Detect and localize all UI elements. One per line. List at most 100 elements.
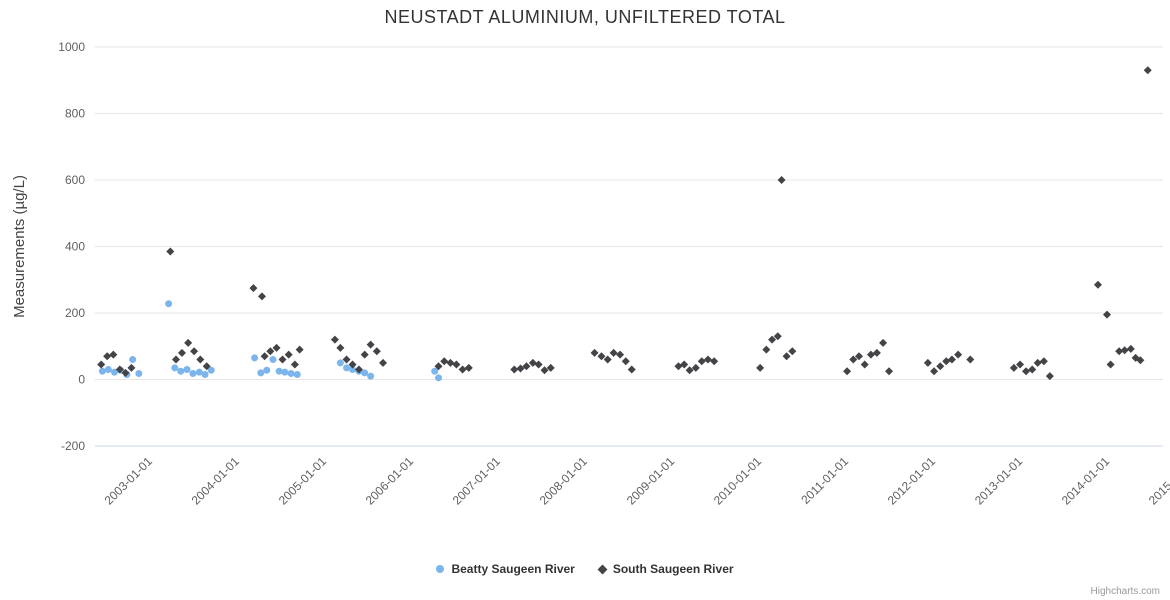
data-point[interactable] (171, 355, 180, 364)
data-point[interactable] (342, 355, 351, 364)
data-point[interactable] (1143, 66, 1152, 75)
data-point[interactable] (458, 365, 467, 374)
data-point[interactable] (195, 368, 203, 376)
data-point[interactable] (177, 367, 185, 375)
data-point[interactable] (435, 374, 443, 382)
data-point[interactable] (528, 358, 537, 367)
data-point[interactable] (1045, 372, 1054, 381)
data-point[interactable] (1016, 360, 1025, 369)
data-point[interactable] (936, 362, 945, 371)
data-point[interactable] (703, 355, 712, 364)
data-point[interactable] (768, 335, 777, 344)
data-point[interactable] (361, 369, 369, 377)
data-point[interactable] (464, 363, 473, 372)
data-point[interactable] (275, 367, 283, 375)
data-point[interactable] (855, 352, 864, 361)
data-point[interactable] (196, 355, 205, 364)
data-point[interactable] (685, 366, 694, 375)
data-point[interactable] (104, 366, 112, 374)
legend-item[interactable]: Beatty Saugeen River (436, 562, 575, 576)
data-point[interactable] (190, 347, 199, 356)
data-point[interactable] (434, 362, 443, 371)
data-point[interactable] (269, 356, 277, 364)
data-point[interactable] (603, 355, 612, 364)
data-point[interactable] (1039, 357, 1048, 366)
data-point[interactable] (343, 364, 351, 372)
data-point[interactable] (923, 358, 932, 367)
data-point[interactable] (281, 368, 289, 376)
data-point[interactable] (885, 367, 894, 376)
data-point[interactable] (189, 370, 197, 378)
data-point[interactable] (354, 365, 363, 374)
data-point[interactable] (109, 350, 118, 359)
data-point[interactable] (930, 367, 939, 376)
data-point[interactable] (372, 347, 381, 356)
data-point[interactable] (947, 355, 956, 364)
data-point[interactable] (360, 350, 369, 359)
data-point[interactable] (782, 352, 791, 361)
data-point[interactable] (609, 348, 618, 357)
data-point[interactable] (452, 360, 461, 369)
data-point[interactable] (1136, 356, 1145, 365)
data-point[interactable] (879, 338, 888, 347)
data-point[interactable] (691, 363, 700, 372)
data-point[interactable] (330, 335, 339, 344)
data-point[interactable] (872, 348, 881, 357)
data-point[interactable] (1115, 347, 1124, 356)
data-point[interactable] (627, 365, 636, 374)
data-point[interactable] (597, 352, 606, 361)
data-point[interactable] (680, 360, 689, 369)
data-point[interactable] (590, 348, 599, 357)
data-point[interactable] (207, 366, 215, 374)
data-point[interactable] (287, 370, 295, 378)
data-point[interactable] (251, 354, 259, 362)
data-point[interactable] (349, 366, 357, 374)
data-point[interactable] (1103, 310, 1112, 319)
data-point[interactable] (1022, 367, 1031, 376)
data-point[interactable] (103, 352, 112, 361)
credits-link[interactable]: Highcharts.com (1090, 586, 1160, 597)
data-point[interactable] (266, 347, 275, 356)
data-point[interactable] (966, 355, 975, 364)
data-point[interactable] (1120, 346, 1129, 355)
data-point[interactable] (762, 345, 771, 354)
data-point[interactable] (788, 347, 797, 356)
data-point[interactable] (843, 367, 852, 376)
data-point[interactable] (522, 362, 531, 371)
data-point[interactable] (263, 366, 271, 374)
data-point[interactable] (379, 358, 388, 367)
data-point[interactable] (942, 357, 951, 366)
data-point[interactable] (534, 360, 543, 369)
data-point[interactable] (135, 370, 143, 378)
data-point[interactable] (540, 366, 549, 375)
data-point[interactable] (756, 363, 765, 372)
data-point[interactable] (710, 357, 719, 366)
data-point[interactable] (284, 350, 293, 359)
data-point[interactable] (115, 365, 124, 374)
data-point[interactable] (674, 362, 683, 371)
data-point[interactable] (367, 372, 375, 380)
data-point[interactable] (111, 368, 119, 376)
data-point[interactable] (348, 360, 357, 369)
data-point[interactable] (129, 356, 137, 364)
data-point[interactable] (621, 357, 630, 366)
data-point[interactable] (260, 352, 269, 361)
data-point[interactable] (1033, 358, 1042, 367)
data-point[interactable] (165, 300, 173, 308)
data-point[interactable] (121, 368, 130, 377)
data-point[interactable] (616, 350, 625, 359)
data-point[interactable] (1009, 363, 1018, 372)
data-point[interactable] (171, 364, 179, 372)
data-point[interactable] (258, 292, 267, 301)
data-point[interactable] (202, 362, 211, 371)
data-point[interactable] (773, 332, 782, 341)
data-point[interactable] (510, 365, 519, 374)
data-point[interactable] (257, 369, 265, 377)
data-point[interactable] (336, 359, 344, 367)
data-point[interactable] (183, 366, 191, 374)
data-point[interactable] (1093, 280, 1102, 289)
data-point[interactable] (295, 345, 304, 354)
data-point[interactable] (272, 343, 281, 352)
data-point[interactable] (954, 350, 963, 359)
legend-item[interactable]: South Saugeen River (597, 562, 734, 576)
